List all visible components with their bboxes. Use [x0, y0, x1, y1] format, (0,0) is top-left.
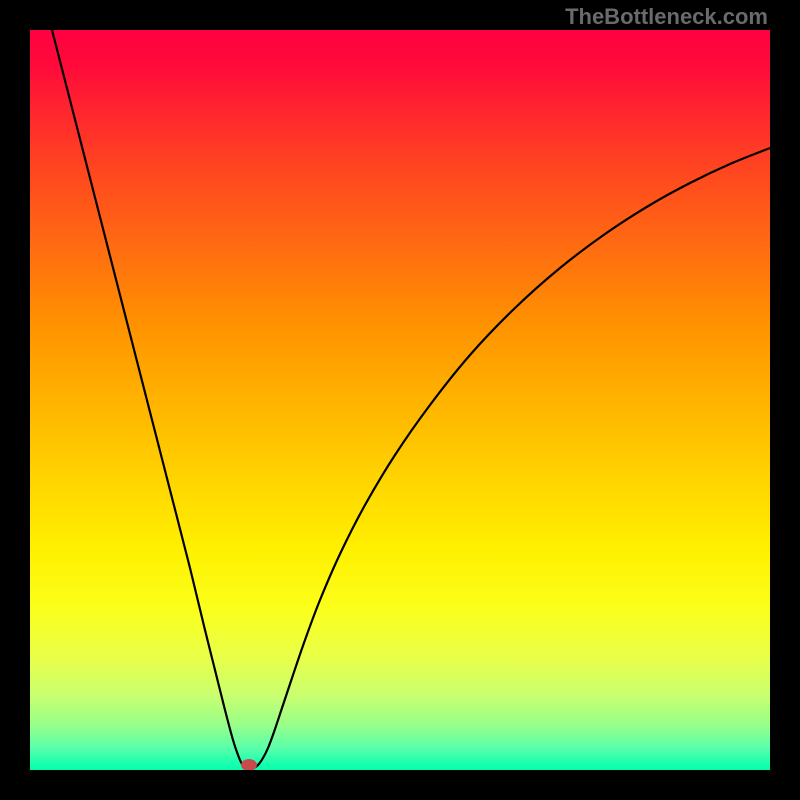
bottleneck-chart [30, 30, 770, 770]
watermark-text: TheBottleneck.com [565, 4, 768, 30]
chart-frame: TheBottleneck.com [0, 0, 800, 800]
gradient-background [30, 30, 770, 770]
plot-area [30, 30, 770, 770]
